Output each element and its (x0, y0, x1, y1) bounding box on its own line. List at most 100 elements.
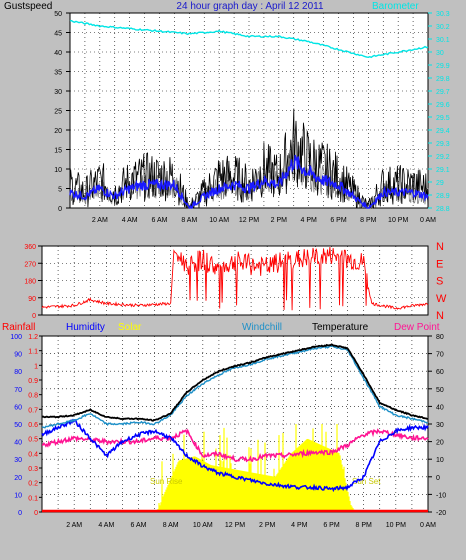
gust-y-tick-label: 40 (54, 50, 62, 57)
x-tick-label: 8 AM (163, 522, 179, 529)
rain-y-tick-label: 0.8 (28, 393, 38, 400)
gust-y-tick-label: 15 (54, 148, 62, 155)
compass-label: N (436, 241, 444, 253)
rain-y-tick-label: 0.2 (28, 481, 38, 488)
x-tick-label: 10 AM (209, 217, 229, 224)
temp-y-tick-label: 50 (436, 387, 444, 394)
gust-y-tick-label: 10 (54, 167, 62, 174)
temperature-series-line (41, 343, 428, 422)
baro-y-tick-label: 29.8 (436, 76, 450, 83)
barometer-axis-title: Barometer (372, 1, 419, 12)
windchill-series-line (41, 345, 429, 429)
x-tick-label: 6 PM (323, 522, 340, 529)
barometer-series-line (69, 19, 429, 59)
x-tick-label: 4 AM (98, 522, 114, 529)
gust-y-tick-label: 0 (58, 206, 62, 213)
sunset-annotation: Sun Set (352, 477, 381, 486)
baro-y-tick-label: 29.5 (436, 115, 450, 122)
compass-label: E (436, 258, 443, 270)
rain-y-tick-label: 0 (34, 510, 38, 517)
humidity-y-tick-label: 10 (14, 492, 22, 499)
x-tick-label: 4 PM (300, 217, 317, 224)
rain-y-tick-label: 0.9 (28, 378, 38, 385)
humidity-y-tick-label: 100 (10, 334, 22, 341)
gust-y-tick-label: 20 (54, 128, 62, 135)
x-tick-label: 2 AM (92, 217, 108, 224)
gust-y-tick-label: 30 (54, 89, 62, 96)
x-tick-label: 10 PM (386, 522, 406, 529)
x-tick-label: 12 PM (225, 522, 245, 529)
rain-y-tick-label: 0.3 (28, 466, 38, 473)
baro-y-tick-label: 30.3 (436, 11, 450, 18)
humidity-y-tick-label: 90 (14, 352, 22, 359)
x-tick-label: 0 AM (420, 217, 436, 224)
x-tick-label: 4 AM (122, 217, 138, 224)
rain-y-tick-label: 0.1 (28, 495, 38, 502)
x-tick-label: 2 AM (66, 522, 82, 529)
x-tick-label: 4 PM (291, 522, 308, 529)
gust-y-tick-label: 5 (58, 187, 62, 194)
temp-y-tick-label: 20 (436, 440, 444, 447)
humidity-y-tick-label: 30 (14, 457, 22, 464)
compass-label: W (436, 293, 447, 305)
baro-y-tick-label: 30.2 (436, 24, 450, 31)
x-tick-label: 8 PM (355, 522, 372, 529)
baro-y-tick-label: 30 (436, 50, 444, 57)
humidity-series-line (41, 418, 429, 493)
compass-label: S (436, 276, 443, 288)
temp-y-tick-label: 70 (436, 352, 444, 359)
wind-avg-series-line (69, 154, 429, 209)
baro-y-tick-label: 28.8 (436, 206, 450, 213)
humidity-y-tick-label: 70 (14, 387, 22, 394)
rain-y-tick-label: 1.1 (28, 349, 38, 356)
x-tick-label: 6 PM (330, 217, 347, 224)
dewpoint-series-line (41, 428, 429, 463)
baro-y-tick-label: 29 (436, 180, 444, 187)
gustspeed-axis-title: Gustspeed (4, 1, 52, 12)
rain-y-tick-label: 1 (34, 363, 38, 370)
temp-y-tick-label: -20 (436, 510, 446, 517)
rain-y-tick-label: 0.4 (28, 451, 38, 458)
gust-series-line (69, 108, 429, 209)
direction-y-tick-label: 180 (24, 279, 36, 286)
baro-y-tick-label: 29.2 (436, 154, 450, 161)
direction-y-tick-label: 360 (24, 244, 36, 251)
legend-rainfall: Rainfall (2, 322, 35, 333)
x-tick-label: 0 AM (420, 522, 436, 529)
legend-solar: Solar (118, 322, 142, 333)
rain-y-tick-label: 1.2 (28, 334, 38, 341)
direction-y-tick-label: 0 (32, 313, 36, 320)
baro-y-tick-label: 29.9 (436, 63, 450, 70)
temp-y-tick-label: 80 (436, 334, 444, 341)
x-tick-label: 2 PM (259, 522, 276, 529)
baro-y-tick-label: 29.4 (436, 128, 450, 135)
x-tick-label: 6 AM (152, 217, 168, 224)
chart-title: 24 hour graph day : April 12 2011 (176, 1, 324, 12)
rain-y-tick-label: 0.5 (28, 437, 38, 444)
humidity-y-tick-label: 50 (14, 422, 22, 429)
baro-y-tick-label: 29.7 (436, 89, 450, 96)
gust-y-tick-label: 45 (54, 31, 62, 38)
temp-y-tick-label: 0 (436, 475, 440, 482)
temp-y-tick-label: 40 (436, 404, 444, 411)
x-tick-label: 10 AM (193, 522, 213, 529)
temp-y-tick-label: 60 (436, 369, 444, 376)
baro-y-tick-label: 29.3 (436, 141, 450, 148)
legend-humidity: Humidity (66, 322, 105, 333)
baro-y-tick-label: 29.1 (436, 167, 450, 174)
direction-y-tick-label: 90 (28, 296, 36, 303)
x-tick-label: 6 AM (131, 522, 147, 529)
gust-y-tick-label: 25 (54, 109, 62, 116)
temp-y-tick-label: 30 (436, 422, 444, 429)
baro-y-tick-label: 30.1 (436, 37, 450, 44)
humidity-y-tick-label: 80 (14, 369, 22, 376)
gust-y-tick-label: 50 (54, 11, 62, 18)
sunrise-annotation: Sun Rise (150, 477, 183, 486)
x-tick-label: 12 PM (239, 217, 259, 224)
temp-y-tick-label: 10 (436, 457, 444, 464)
humidity-y-tick-label: 20 (14, 475, 22, 482)
humidity-y-tick-label: 60 (14, 404, 22, 411)
x-tick-label: 2 PM (271, 217, 288, 224)
